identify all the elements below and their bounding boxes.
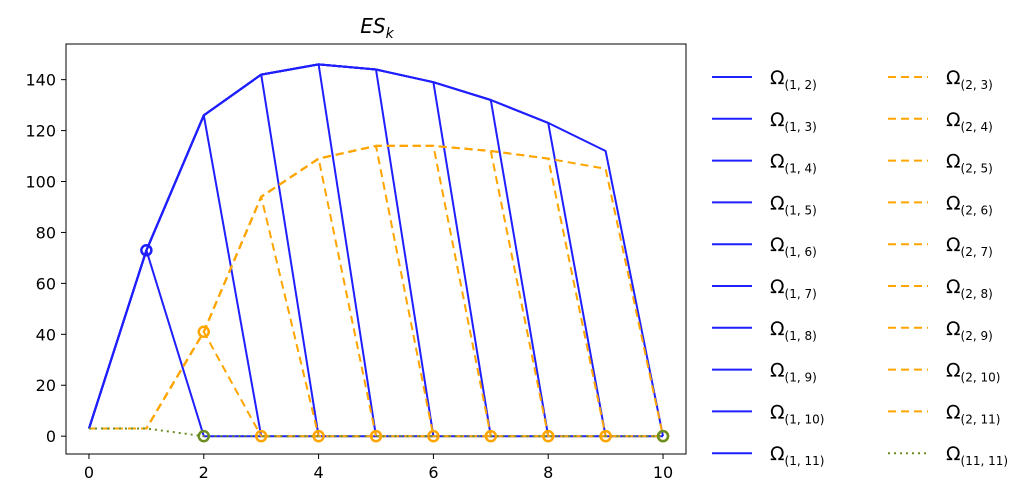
chart-title: ESk xyxy=(360,14,394,42)
legend-label-8: Ω(1, 10) xyxy=(770,401,824,426)
legend-label-14: Ω(2, 7) xyxy=(946,234,993,259)
legend-label-7: Ω(1, 9) xyxy=(770,360,817,385)
x-axis: 0 2 4 6 8 10 xyxy=(84,454,673,482)
legend-label-5: Ω(1, 7) xyxy=(770,276,817,301)
x-tick-label: 6 xyxy=(428,463,438,482)
x-tick-label: 0 xyxy=(84,463,94,482)
legend-label-18: Ω(2, 11) xyxy=(946,401,1000,426)
x-tick-label: 4 xyxy=(313,463,323,482)
y-tick-label: 40 xyxy=(36,325,56,344)
series-marker-0 xyxy=(140,244,153,257)
legend: Ω(1, 2) Ω(1, 3) Ω(1, 4) Ω(1, 5) Ω(1, 6) Ω(1, … xyxy=(712,67,1008,468)
y-tick-label: 0 xyxy=(46,427,56,446)
series-marker-18 xyxy=(312,429,325,443)
series-marker-18 xyxy=(427,429,440,443)
legend-label-2: Ω(1, 4) xyxy=(770,151,817,176)
series-marker-18 xyxy=(541,429,555,443)
series-line-12 xyxy=(89,157,377,437)
y-tick-label: 140 xyxy=(25,71,56,90)
chart-title-subscript: k xyxy=(386,26,395,42)
series-line-17 xyxy=(89,144,664,437)
x-tick-label: 2 xyxy=(199,463,209,482)
y-axis: 0 20 40 60 80 100 120 140 xyxy=(25,71,66,446)
legend-label-17: Ω(2, 10) xyxy=(946,360,1000,385)
plot-area-frame xyxy=(65,43,687,455)
series-line-8 xyxy=(88,63,664,437)
legend-label-12: Ω(2, 5) xyxy=(946,151,993,176)
legend-label-11: Ω(2, 4) xyxy=(946,109,993,134)
y-tick-label: 60 xyxy=(36,274,56,293)
legend-label-15: Ω(2, 8) xyxy=(946,276,993,301)
legend-label-0: Ω(1, 2) xyxy=(770,67,817,92)
x-tick-label: 8 xyxy=(543,463,553,482)
x-tick-label: 10 xyxy=(653,463,673,482)
legend-label-6: Ω(1, 8) xyxy=(770,318,817,343)
y-tick-label: 80 xyxy=(36,223,56,242)
series-marker-18 xyxy=(369,429,383,443)
y-tick-label: 100 xyxy=(25,173,56,192)
y-tick-label: 120 xyxy=(25,122,56,141)
y-tick-label: 20 xyxy=(36,376,56,395)
series-marker-18 xyxy=(484,429,498,443)
series-line-19 xyxy=(89,427,663,438)
legend-label-4: Ω(1, 6) xyxy=(770,234,817,259)
series-marker-10 xyxy=(197,325,211,339)
legend-label-3: Ω(1, 5) xyxy=(770,192,817,217)
series-marker-19 xyxy=(197,429,211,443)
series-marker-18 xyxy=(599,429,612,443)
series-marker-19 xyxy=(656,429,670,443)
legend-label-19: Ω(11, 11) xyxy=(946,443,1008,468)
legend-label-10: Ω(2, 3) xyxy=(946,67,993,92)
legend-label-16: Ω(2, 9) xyxy=(946,318,993,343)
series-marker-18 xyxy=(254,429,268,443)
series-layer xyxy=(88,63,670,443)
legend-label-1: Ω(1, 3) xyxy=(770,109,817,134)
legend-label-13: Ω(2, 6) xyxy=(946,192,993,217)
chart-title-base: ES xyxy=(360,14,386,38)
legend-label-9: Ω(1, 11) xyxy=(770,443,824,468)
